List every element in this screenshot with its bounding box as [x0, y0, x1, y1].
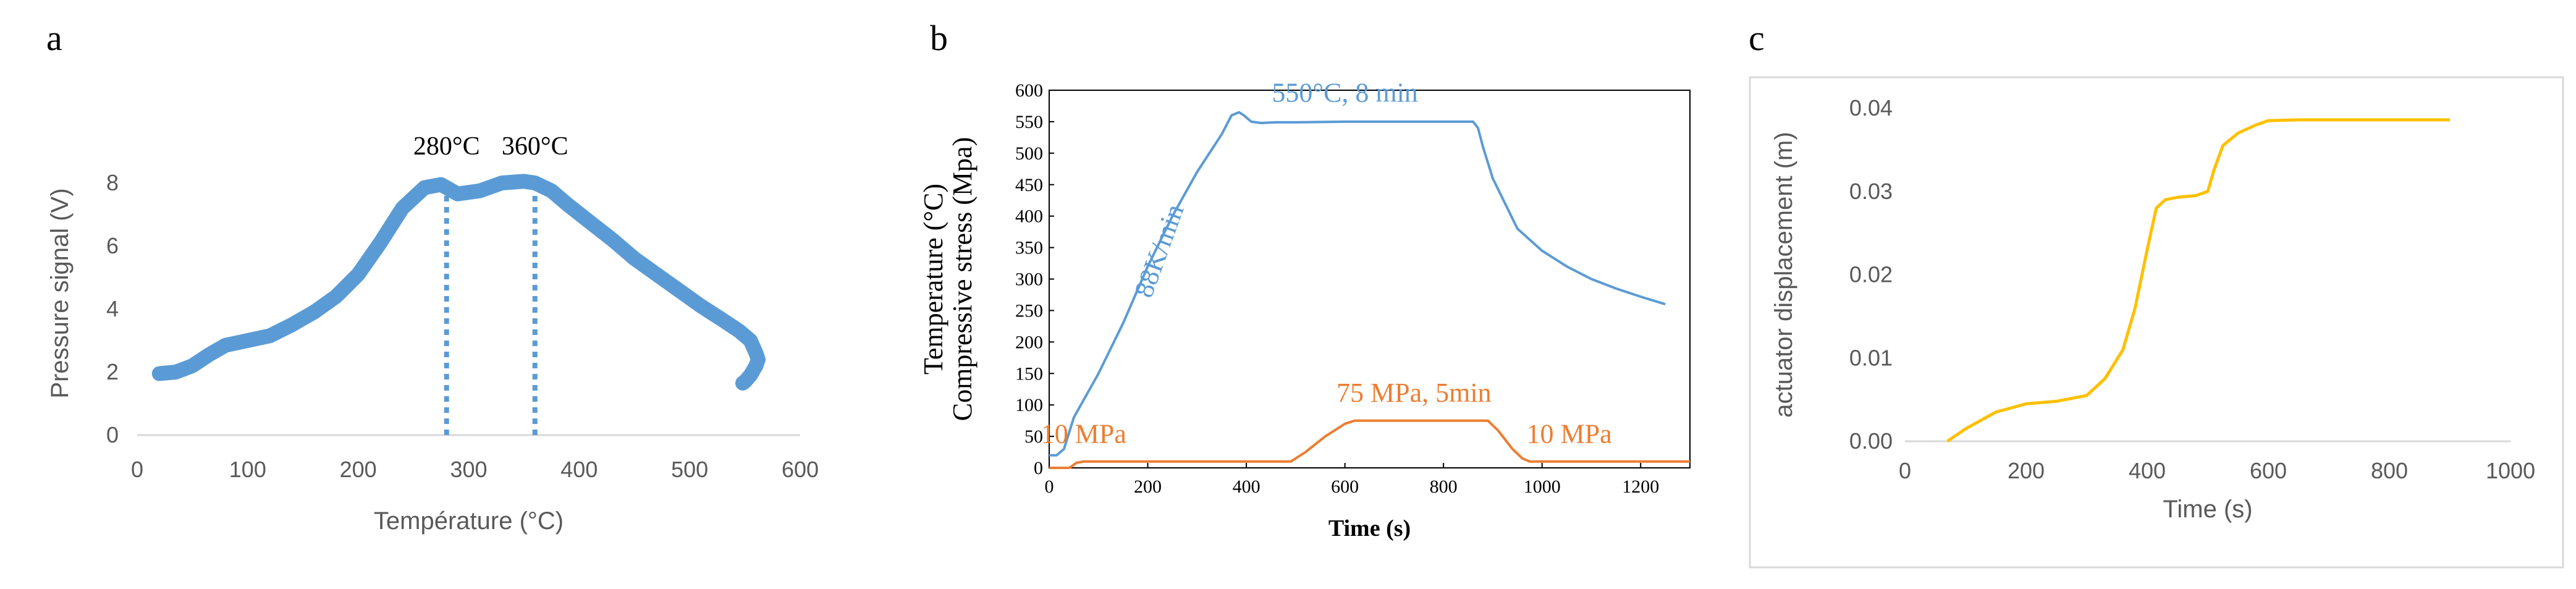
chart-panel-c: c 0 200 400 600 800 1000 0.00 0.01 0.02 0.03 0.04 T…	[1749, 18, 2564, 569]
y-tick-label: 150	[1015, 363, 1043, 384]
marker-label: 280°C	[413, 132, 480, 161]
x-tick-label: 1200	[1622, 477, 1659, 497]
chart-panel-a: a 0 100 200 300 400 500 600 0 2 4 6 8 Température (°…	[25, 18, 822, 569]
panel-label-b: b	[930, 18, 948, 58]
x-tick-label: 100	[229, 457, 266, 482]
y-tick-label: 0.02	[1849, 262, 1893, 287]
y-tick-label: 200	[1015, 332, 1043, 352]
y-axis-title-line2: Compressive stress (Mpa)	[947, 137, 978, 422]
series-displacement-line	[1946, 118, 2450, 443]
y-axis-title-line1: Temperature (°C)	[918, 184, 948, 375]
annotation-label: 550°C, 8 min	[1272, 77, 1417, 108]
x-tick-label: 400	[1233, 477, 1261, 497]
series-temperature-line	[1049, 111, 1666, 457]
data-series-pressure	[151, 174, 766, 391]
chart-a-svg: 0 100 200 300 400 500 600 0 2 4 6 8 Température (°C)…	[46, 132, 819, 535]
annotation-label: 10 MPa	[1041, 418, 1126, 449]
x-tick-label: 400	[560, 457, 598, 482]
x-tick-label: 200	[340, 457, 377, 482]
x-tick-label: 200	[2008, 458, 2045, 483]
x-tick-label: 1000	[1524, 477, 1561, 497]
y-axis-title: Pressure signal (V)	[46, 188, 74, 398]
y-tick-label: 50	[1024, 426, 1043, 447]
y-tick-label: 0	[106, 422, 119, 447]
y-tick-label: 100	[1015, 395, 1043, 415]
x-tick-label: 0	[1045, 477, 1054, 497]
x-tick-label: 0	[1899, 458, 1911, 483]
y-tick-label: 550	[1015, 112, 1043, 132]
y-axis-title: actuator displacement (m)	[1770, 132, 1797, 417]
y-tick-label: 0.03	[1849, 179, 1893, 204]
annotation-label: 75 MPa, 5min	[1337, 378, 1492, 408]
panel-label-a: a	[46, 18, 62, 58]
x-tick-label: 400	[2129, 458, 2166, 483]
y-tick-label: 300	[1015, 269, 1043, 290]
x-tick-label: 800	[2371, 458, 2408, 483]
x-tick-label: 600	[782, 457, 819, 482]
y-tick-label: 0	[1034, 458, 1043, 478]
chart-border	[1749, 76, 2564, 569]
x-axis-title: Time (s)	[1328, 515, 1411, 541]
x-tick-label: 0	[131, 457, 143, 482]
y-tick-label: 0.04	[1849, 95, 1893, 121]
y-tick-label: 350	[1015, 238, 1043, 258]
chart-panel-b: b 0 200 400 600 800 1000 1200 0 50 100 150 200 250 30…	[914, 18, 1712, 569]
y-tick-label: 450	[1015, 175, 1043, 195]
chart-b-svg: 0 200 400 600 800 1000 1200 0 50 100 150 200 250 300 3…	[918, 77, 1691, 541]
x-tick-label: 1000	[2486, 458, 2535, 483]
marker-label: 360°C	[502, 132, 568, 161]
x-tick-label: 500	[671, 457, 708, 482]
y-tick-label: 2	[106, 359, 119, 384]
x-tick-label: 300	[450, 457, 487, 482]
x-axis-title: Time (s)	[2163, 496, 2252, 523]
y-tick-label: 250	[1015, 300, 1043, 321]
y-tick-label: 0.00	[1849, 428, 1893, 454]
x-tick-label: 800	[1430, 477, 1458, 497]
panel-label-c: c	[1749, 18, 1765, 58]
chart-c-svg: 0 200 400 600 800 1000 0.00 0.01 0.02 0.03 0.04 Tim…	[1749, 76, 2564, 569]
y-tick-label: 600	[1015, 80, 1043, 101]
y-tick-label: 500	[1015, 143, 1043, 164]
annotation-label: 10 MPa	[1527, 418, 1612, 449]
x-tick-label: 200	[1134, 477, 1162, 497]
annotation-label: 88K/min	[1128, 200, 1190, 302]
y-tick-label: 8	[106, 170, 119, 195]
y-tick-label: 400	[1015, 206, 1043, 227]
x-tick-label: 600	[2250, 458, 2287, 483]
y-tick-label: 6	[106, 233, 119, 258]
x-axis-title: Température (°C)	[374, 507, 564, 535]
x-tick-label: 600	[1331, 477, 1359, 497]
y-tick-label: 4	[106, 296, 119, 321]
series-stress-line	[1049, 419, 1690, 469]
y-tick-label: 0.01	[1849, 345, 1893, 370]
